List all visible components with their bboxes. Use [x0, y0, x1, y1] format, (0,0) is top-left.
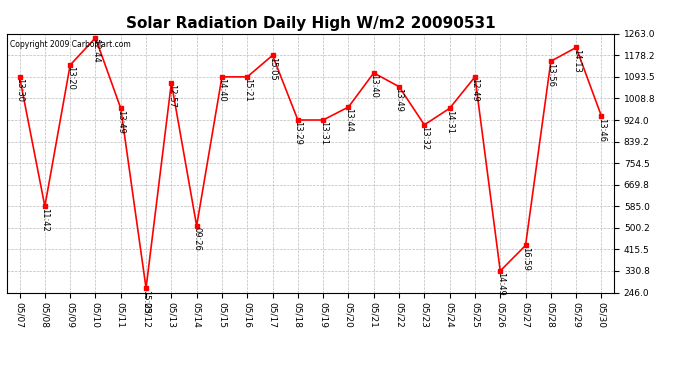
- Text: 13:30: 13:30: [15, 78, 24, 102]
- Text: 13:56: 13:56: [546, 63, 555, 87]
- Text: 14:49: 14:49: [495, 272, 505, 296]
- Text: 13:32: 13:32: [420, 126, 429, 150]
- Text: Copyright 2009 CarboMart.com: Copyright 2009 CarboMart.com: [10, 40, 130, 49]
- Text: 13:49: 13:49: [116, 110, 126, 134]
- Text: 14:31: 14:31: [445, 110, 454, 134]
- Text: 12:49: 12:49: [471, 78, 480, 102]
- Text: 15:23: 15:23: [141, 290, 150, 314]
- Text: 12:57: 12:57: [167, 84, 176, 108]
- Text: 13:29: 13:29: [293, 122, 302, 145]
- Text: 15:05: 15:05: [268, 57, 277, 81]
- Text: 13:20: 13:20: [66, 66, 75, 90]
- Title: Solar Radiation Daily High W/m2 20090531: Solar Radiation Daily High W/m2 20090531: [126, 16, 495, 31]
- Text: 13:31: 13:31: [319, 122, 328, 146]
- Text: 14:40: 14:40: [217, 78, 226, 102]
- Text: 12:44: 12:44: [91, 39, 100, 63]
- Text: 15:21: 15:21: [243, 78, 252, 102]
- Text: 14:13: 14:13: [571, 49, 581, 73]
- Text: 13:46: 13:46: [597, 118, 606, 142]
- Text: 11:42: 11:42: [40, 208, 50, 231]
- Text: 09:26: 09:26: [192, 227, 201, 251]
- Text: 16:59: 16:59: [521, 247, 530, 271]
- Text: 13:40: 13:40: [369, 74, 378, 98]
- Text: 13:44: 13:44: [344, 108, 353, 132]
- Text: 13:49: 13:49: [395, 88, 404, 112]
